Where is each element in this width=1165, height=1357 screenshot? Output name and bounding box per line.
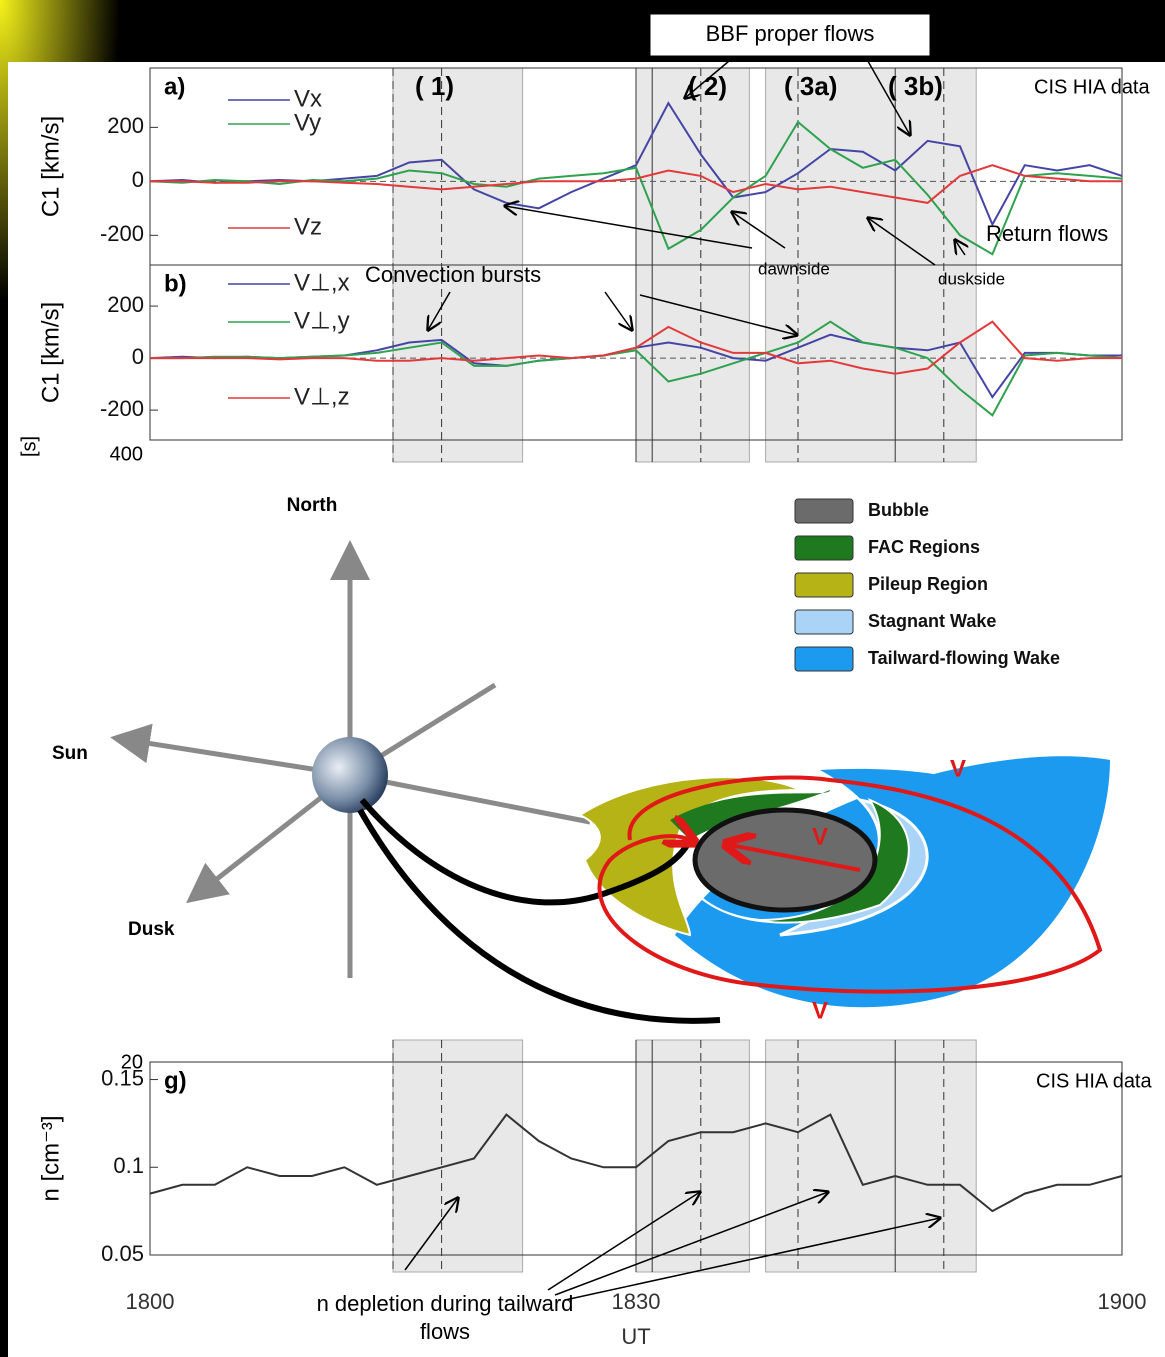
cis-label: CIS HIA data (1034, 76, 1150, 98)
legend-label: Vz (294, 213, 322, 240)
velocity-label: V (812, 997, 828, 1024)
y-axis-label: n [cm⁻³] (37, 1115, 64, 1201)
data-line (149, 120, 1123, 256)
velocity-labels: V V V (812, 755, 966, 1024)
return-label: Return flows (986, 221, 1108, 246)
legend-label: Bubble (868, 500, 929, 520)
bubble (692, 807, 878, 913)
panel-label: b) (164, 270, 187, 297)
diagram-legend: Bubble FAC Regions Pileup Region Stagnant W… (794, 498, 1060, 672)
legend-swatch (794, 646, 854, 672)
legend-label: Vy (294, 109, 321, 136)
interval-label: ( 2) (688, 71, 727, 101)
x-tick-label: 1830 (612, 1289, 661, 1314)
duskside-label: duskside (938, 269, 1005, 288)
y-tick-label: 200 (107, 113, 144, 138)
shaded-interval (765, 1039, 977, 1273)
legend-swatch (794, 535, 854, 561)
cis-label: CIS HIA data (1036, 1070, 1152, 1092)
y-tick-label: -200 (100, 221, 144, 246)
dusk-label: Dusk (128, 919, 175, 940)
legend-label: Tailward-flowing Wake (868, 648, 1060, 668)
velocity-label: V (812, 823, 828, 850)
interval-label: ( 3a) (784, 71, 837, 101)
interval-label: ( 1) (415, 71, 454, 101)
legend-swatch (794, 572, 854, 598)
c-tick: 400 (110, 443, 143, 465)
legend-label: V⊥,x (294, 269, 350, 296)
legend-label: Stagnant Wake (868, 611, 996, 631)
earth (312, 737, 388, 813)
legend-label: V⊥,z (294, 383, 350, 410)
flow-lines (597, 775, 1103, 994)
x-axis-label: UT (621, 1324, 650, 1349)
data-line (150, 320, 1123, 417)
bbf-box (649, 13, 931, 57)
diagram: North Sun Dusk V V V Bubble FAC Regions Pi… (52, 495, 1110, 1024)
data-line (150, 320, 1122, 375)
dawnside-label: dawnside (758, 259, 830, 278)
c-ylabel: [s] (18, 436, 40, 457)
legend-label: V⊥,y (294, 307, 350, 334)
y-tick-label: 0 (132, 344, 144, 369)
y-tick-label: 0 (132, 167, 144, 192)
data-line (149, 1113, 1123, 1213)
y-tick-label: 0.1 (113, 1153, 144, 1178)
y-tick-label: -200 (100, 396, 144, 421)
field-lines (357, 798, 721, 1024)
y-tick-label: 0.15 (101, 1065, 144, 1090)
y-tick-label: 0.05 (101, 1241, 144, 1266)
legend-swatch (794, 609, 854, 635)
shaded-interval (635, 1039, 750, 1273)
bbf-label: BBF proper flows (706, 21, 875, 46)
convection-label: Convection bursts (365, 262, 541, 287)
f-tick: 20 (121, 1051, 143, 1073)
y-axis-label: C1 [km/s] (37, 116, 64, 217)
north-label: North (287, 495, 338, 516)
y-axis-label: C1 [km/s] (37, 302, 64, 403)
legend-label: Pileup Region (868, 574, 988, 594)
plot-frame (149, 264, 1123, 441)
legend-label: Vx (294, 85, 322, 112)
velocity-label: V (950, 755, 966, 782)
x-tick-label: 1800 (126, 1289, 175, 1314)
annotations: BBF proper flows CIS HIA data Return flo… (18, 13, 1152, 1344)
sun-label: Sun (52, 743, 88, 764)
legend-label: FAC Regions (868, 537, 980, 557)
depletion-box: n depletion during tailward flows (316, 1291, 574, 1344)
x-tick-label: 1900 (1098, 1289, 1147, 1314)
interval-label: ( 3b) (888, 71, 943, 101)
wake-upper (790, 768, 1071, 945)
shaded-interval (392, 1039, 524, 1273)
top-panel (8, 62, 1165, 462)
depletion-label: n depletion during tailward flows (316, 1291, 574, 1344)
panel-label: a) (164, 73, 185, 100)
data-line (150, 164, 1122, 204)
y-tick-label: 200 (107, 292, 144, 317)
panel-label: g) (164, 1067, 187, 1094)
legend-swatch (794, 498, 854, 524)
